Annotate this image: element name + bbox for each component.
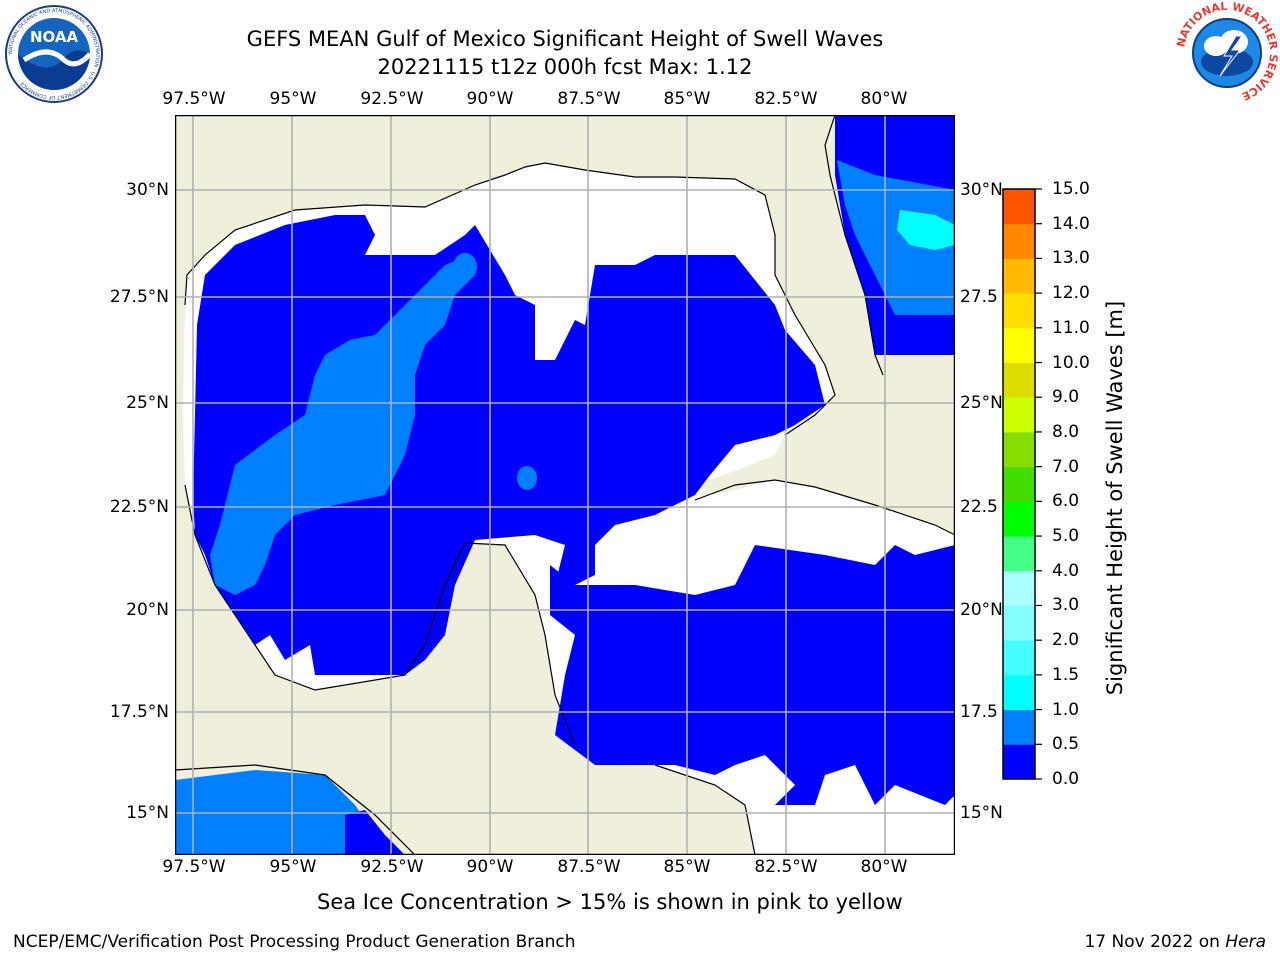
lat-label-left: 30°N <box>126 180 169 200</box>
lon-label-bottom: 85°W <box>663 857 711 877</box>
colorbar-tick-label: 12.0 <box>1052 283 1090 304</box>
ocean-high-swell <box>897 210 955 250</box>
ocean-atlantic-mid <box>837 160 955 315</box>
colorbar-segment <box>1003 570 1035 606</box>
colorbar-tick-label: 2.0 <box>1052 630 1080 651</box>
lon-label-bottom: 95°W <box>269 857 317 877</box>
colorbar-tick-label: 9.0 <box>1052 387 1080 408</box>
lat-label-right: 17.5 <box>960 702 998 722</box>
colorbar-tick-label: 11.0 <box>1052 317 1090 338</box>
colorbar-tick-label: 14.0 <box>1052 213 1090 234</box>
lat-label-left: 25°N <box>126 393 169 413</box>
footer-date: 17 Nov 2022 on Hera <box>1084 932 1266 952</box>
ocean-mid-swell <box>210 255 475 595</box>
noaa-logo: NOAA NATIONAL OCEANIC AND ATMOSPHERIC AD… <box>5 5 103 103</box>
lon-label-top: 92.5°W <box>360 89 424 109</box>
lon-label-top: 85°W <box>663 89 711 109</box>
lon-label-top: 95°W <box>269 89 317 109</box>
footer-credit: NCEP/EMC/Verification Post Processing Pr… <box>13 932 576 952</box>
lat-label-right: 30°N <box>960 180 1003 200</box>
colorbar-tick-label: 10.0 <box>1052 352 1090 373</box>
colorbar-tick-label: 1.0 <box>1052 699 1080 720</box>
coastlines <box>175 115 955 855</box>
map-frame <box>175 115 955 855</box>
colorbar-segment <box>1003 223 1035 259</box>
lat-label-right: 22.5 <box>960 497 998 517</box>
graticule <box>175 115 955 855</box>
colorbar-segment <box>1003 258 1035 294</box>
lat-label-left: 22.5°N <box>109 497 169 517</box>
colorbar-segment <box>1003 397 1035 433</box>
lat-label-left: 20°N <box>126 600 169 620</box>
noaa-logo-text: NOAA <box>30 28 79 46</box>
colorbar-tick-label: 13.0 <box>1052 248 1090 269</box>
colorbar-segment <box>1003 327 1035 364</box>
lat-label-right: 20°N <box>960 600 1003 620</box>
colorbar-segment <box>1003 674 1035 711</box>
lon-label-bottom: 87.5°W <box>557 857 621 877</box>
lon-label-bottom: 92.5°W <box>360 857 424 877</box>
colorbar-segment <box>1003 709 1035 745</box>
lon-label-bottom: 90°W <box>466 857 514 877</box>
colorbar-tick-label: 7.0 <box>1052 456 1080 477</box>
colorbar-segment <box>1003 189 1035 225</box>
colorbar-tick-label: 15.0 <box>1052 179 1090 199</box>
colorbar-segment <box>1003 362 1035 398</box>
colorbar-label: Significant Height of Swell Waves [m] <box>1103 300 1127 696</box>
map-panel <box>175 115 955 855</box>
colorbar-tick-label: 8.0 <box>1052 421 1080 442</box>
lon-label-top: 82.5°W <box>754 89 818 109</box>
lat-label-right: 25°N <box>960 393 1003 413</box>
footer-host: Hera <box>1225 932 1266 952</box>
ocean-low-swell <box>193 215 825 675</box>
colorbar <box>1002 188 1042 780</box>
footer-date-text: 17 Nov 2022 on <box>1084 932 1226 952</box>
colorbar-segment <box>1003 466 1035 502</box>
lon-label-bottom: 80°W <box>860 857 908 877</box>
lat-label-left: 15°N <box>126 803 169 823</box>
lat-label-right: 15°N <box>960 803 1003 823</box>
colorbar-tick-label: 6.0 <box>1052 491 1080 512</box>
chart-title: GEFS MEAN Gulf of Mexico Significant Hei… <box>246 27 884 51</box>
lon-label-bottom: 97.5°W <box>162 857 226 877</box>
colorbar-tick-label: 1.5 <box>1052 664 1080 685</box>
colorbar-segment <box>1003 293 1035 329</box>
lon-label-top: 97.5°W <box>162 89 226 109</box>
lon-label-bottom: 82.5°W <box>754 857 818 877</box>
lon-label-top: 80°W <box>860 89 908 109</box>
colorbar-tick-label: 0.0 <box>1052 769 1080 789</box>
colorbar-tick-label: 4.0 <box>1052 560 1080 581</box>
lat-label-left: 17.5°N <box>109 702 169 722</box>
nws-logo: NATIONAL WEATHER SERVICE <box>1176 2 1278 103</box>
colorbar-tick-label: 3.0 <box>1052 595 1080 616</box>
colorbar-tick-label: 5.0 <box>1052 526 1080 547</box>
colorbar-segment <box>1003 501 1035 537</box>
colorbar-segment <box>1003 605 1035 641</box>
colorbar-segment <box>1003 640 1035 676</box>
sea-ice-note: Sea Ice Concentration > 15% is shown in … <box>317 890 903 914</box>
colorbar-segment <box>1003 431 1035 468</box>
chart-subtitle: 20221115 t12z 000h fcst Max: 1.12 <box>377 55 753 79</box>
colorbar-tick-label: 0.5 <box>1052 734 1080 755</box>
lat-label-right: 27.5 <box>960 287 998 307</box>
lon-label-top: 90°W <box>466 89 514 109</box>
colorbar-segment <box>1003 536 1035 572</box>
colorbar-segment <box>1003 744 1035 780</box>
lon-label-top: 87.5°W <box>557 89 621 109</box>
lat-label-left: 27.5°N <box>109 287 169 307</box>
